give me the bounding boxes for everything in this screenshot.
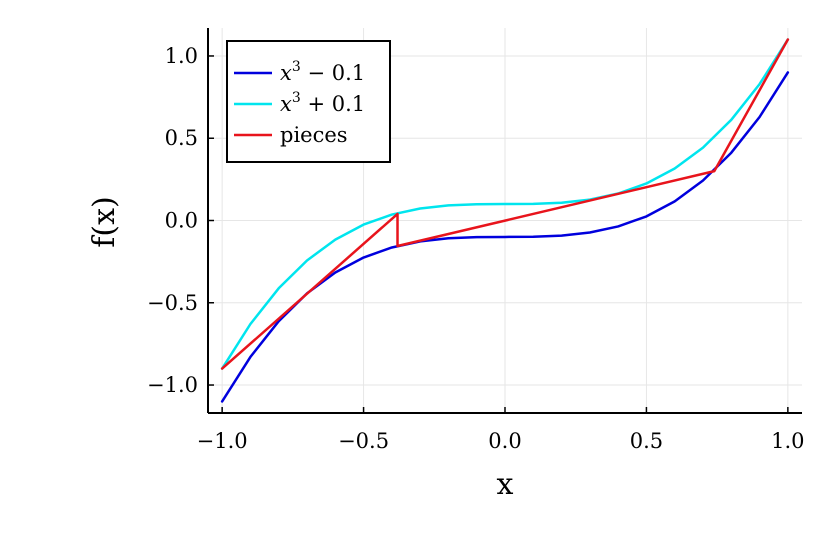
y-axis-title: f(x) (87, 196, 122, 247)
x-tick-label: 0.5 (630, 429, 663, 453)
y-ticks: −1.0 −0.5 0.0 0.5 1.0 (147, 44, 214, 397)
x-tick-label: 1.0 (771, 429, 804, 453)
x-tick-label: 0.0 (488, 429, 521, 453)
x-tick-label: −0.5 (338, 429, 389, 453)
x-tick-label: −1.0 (197, 429, 248, 453)
legend-label-2: x3 + 0.1 (280, 90, 365, 116)
legend-box (226, 40, 391, 163)
series-line-3 (220, 38, 790, 370)
y-tick-label: 1.0 (165, 44, 198, 68)
y-tick-label: 0.5 (165, 126, 198, 150)
legend-label-1: x3 − 0.1 (280, 59, 365, 85)
y-tick-label: −1.0 (147, 373, 198, 397)
y-tick-label: 0.0 (165, 209, 198, 233)
x-axis-title: x (497, 467, 514, 502)
x-ticks: −1.0 −0.5 0.0 0.5 1.0 (197, 407, 805, 453)
series-lines (220, 38, 790, 403)
legend-label-3: pieces (280, 123, 348, 147)
y-tick-label: −0.5 (147, 291, 198, 315)
legend: x3 − 0.1 x3 + 0.1 pieces (226, 40, 391, 163)
series-line-2 (220, 38, 790, 370)
